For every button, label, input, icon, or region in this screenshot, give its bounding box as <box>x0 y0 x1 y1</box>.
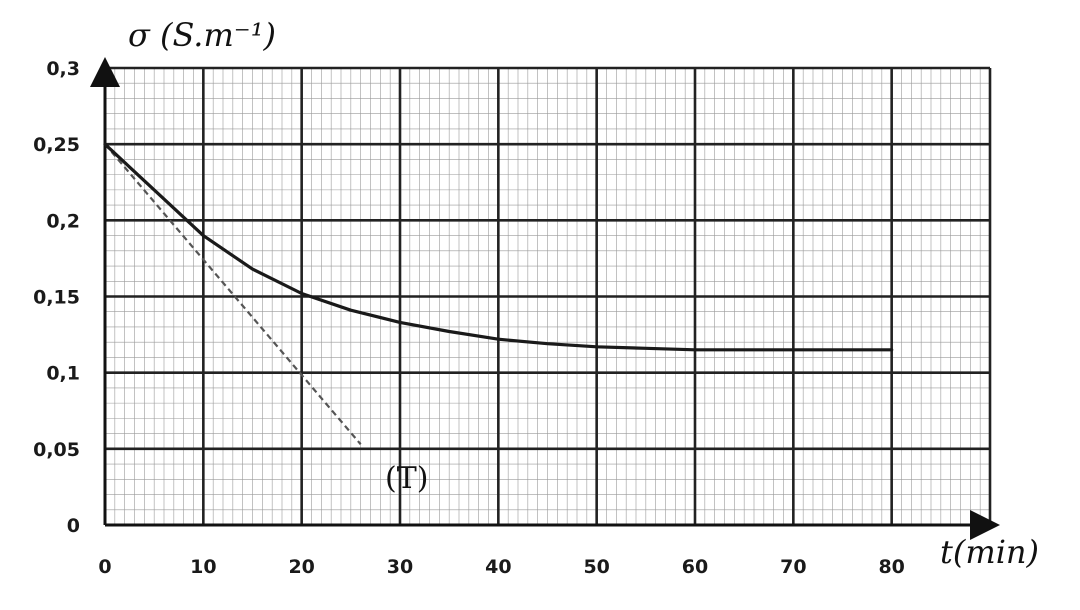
y-axis-label: σ (S.m⁻¹) <box>128 16 276 54</box>
x-tick-label: 60 <box>682 556 708 578</box>
y-tick-label: 0 <box>67 515 80 537</box>
conductivity-curve <box>103 142 894 352</box>
tangent-line <box>104 143 362 445</box>
x-tick-label: 80 <box>878 556 904 578</box>
x-tick-label: 30 <box>387 556 413 578</box>
x-tick-label: 50 <box>583 556 609 578</box>
y-tick-label: 0,2 <box>46 210 80 232</box>
x-axis-label: t(min) <box>940 533 1039 571</box>
y-tick-label: 0,1 <box>46 363 80 385</box>
y-tick-label: 0,25 <box>33 134 80 156</box>
y-tick-label: 0,15 <box>33 287 80 309</box>
axes <box>90 57 1000 540</box>
grid <box>103 66 992 527</box>
x-tick-label: 70 <box>780 556 806 578</box>
tangent-label: (T) <box>385 461 428 496</box>
y-tick-label: 0,05 <box>33 439 80 461</box>
series <box>103 142 894 445</box>
tick-labels: 0 10 20 30 40 50 60 70 80 0 0,05 0,1 0,15 0,2 0,25 0,3 <box>33 58 905 578</box>
x-tick-label: 10 <box>190 556 216 578</box>
y-tick-label: 0,3 <box>46 58 80 80</box>
x-tick-label: 40 <box>485 556 511 578</box>
x-tick-label: 20 <box>288 556 314 578</box>
x-tick-label: 0 <box>98 556 111 578</box>
